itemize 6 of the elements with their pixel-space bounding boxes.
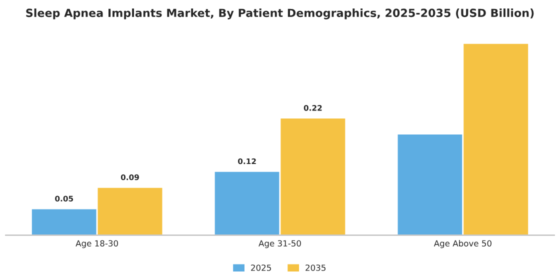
x-tick-label: Age Above 50 xyxy=(434,240,492,248)
x-tick-label: Age 31-50 xyxy=(258,240,301,248)
legend-label: 2025 xyxy=(251,264,271,271)
legend-label: 2035 xyxy=(306,264,326,271)
chart-title: Sleep Apnea Implants Market, By Patient Demographics, 2025-2035 (USD Billion) xyxy=(26,8,534,20)
x-tick-label: Age 18-30 xyxy=(76,240,118,248)
